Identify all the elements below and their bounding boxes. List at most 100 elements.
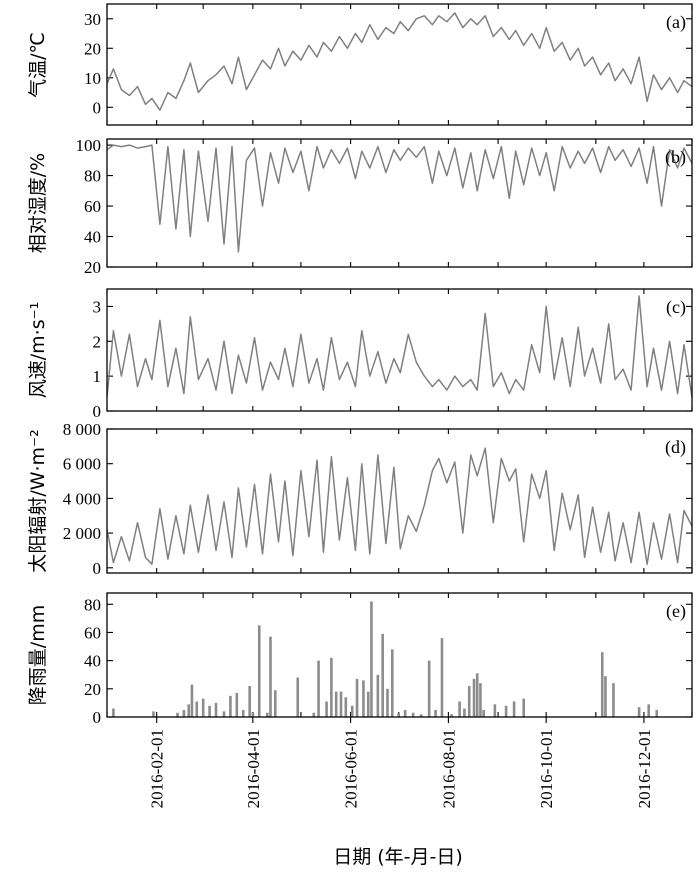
rain-bar bbox=[201, 698, 205, 717]
plot-frame-d bbox=[106, 428, 693, 574]
rain-bar bbox=[190, 684, 194, 717]
rain-bar bbox=[152, 711, 155, 717]
rain-bar bbox=[362, 680, 365, 717]
rain-bar bbox=[376, 674, 380, 717]
plot-frame-a bbox=[106, 3, 693, 126]
rain-bar bbox=[386, 688, 389, 717]
y-axis-title-e: 降雨量/mm bbox=[27, 605, 49, 705]
rain-bar bbox=[522, 698, 526, 717]
rain-bar bbox=[440, 638, 444, 717]
y-axis-title-b: 相对湿度/% bbox=[27, 153, 49, 253]
y-tick-label-e: 20 bbox=[84, 680, 101, 699]
panel-label-b: (b) bbox=[665, 147, 686, 168]
panel-label-e: (e) bbox=[666, 601, 686, 622]
rain-bar bbox=[604, 676, 607, 717]
rain-bar bbox=[475, 673, 479, 717]
rain-bar bbox=[403, 709, 407, 717]
rain-bar bbox=[482, 709, 485, 717]
x-axis-title: 日期 (年-月-日) bbox=[333, 846, 463, 868]
y-tick-label-a: 30 bbox=[84, 10, 101, 29]
rain-bar bbox=[370, 601, 373, 717]
x-tick-label: 2016-06-01 bbox=[342, 729, 361, 808]
y-tick-label-d: 4 000 bbox=[63, 489, 101, 508]
rain-bar bbox=[330, 657, 333, 717]
rain-bar bbox=[195, 701, 199, 717]
y-tick-label-a: 10 bbox=[84, 69, 101, 88]
y-axis-title-d: 太阳辐射/W·m⁻² bbox=[27, 429, 49, 572]
rain-bar bbox=[112, 708, 115, 717]
y-tick-label-d: 8 000 bbox=[63, 420, 101, 439]
shared-x-axis: 2016-02-01 2016-04-01 2016-06-01 2016-08-01… bbox=[148, 717, 654, 808]
panel-d: 0 2 000 4 000 6 000 8 000 (d) 太阳辐射/W·m⁻² bbox=[27, 420, 693, 578]
plot-frame-e bbox=[106, 592, 693, 718]
rain-bar bbox=[434, 709, 437, 717]
rain-bar bbox=[366, 691, 370, 717]
rain-bar bbox=[344, 697, 348, 717]
panel-label-a: (a) bbox=[666, 12, 686, 33]
panel-label-d: (d) bbox=[665, 437, 686, 458]
rain-bar bbox=[647, 704, 651, 717]
rain-bar bbox=[419, 714, 423, 717]
rain-bar bbox=[235, 693, 239, 717]
rain-bar bbox=[450, 714, 453, 717]
rain-bar bbox=[350, 705, 354, 717]
y-tick-label-e: 60 bbox=[84, 623, 101, 642]
rain-bar bbox=[222, 711, 226, 717]
rain-bar bbox=[339, 691, 343, 717]
series-line-c bbox=[106, 295, 693, 398]
y-tick-label-a: 0 bbox=[93, 98, 102, 117]
rain-bar bbox=[390, 649, 394, 717]
y-tick-label-b: 60 bbox=[84, 197, 101, 216]
rain-bar bbox=[637, 707, 641, 717]
rain-bar bbox=[176, 712, 179, 717]
y-tick-label-e: 40 bbox=[84, 652, 101, 671]
rain-bar bbox=[458, 701, 461, 717]
rain-bar bbox=[397, 712, 400, 717]
y-tick-label-d: 2 000 bbox=[63, 524, 101, 543]
y-axis-title-c: 风速/m·s⁻¹ bbox=[27, 302, 49, 399]
y-tick-label-b: 100 bbox=[76, 136, 102, 155]
rain-bar bbox=[427, 660, 431, 717]
rain-bar bbox=[312, 712, 316, 717]
rain-bar bbox=[463, 708, 466, 717]
rain-bar bbox=[512, 701, 516, 717]
rain-bar bbox=[182, 709, 186, 717]
plot-frame-b bbox=[106, 138, 693, 268]
y-tick-label-c: 3 bbox=[93, 297, 102, 316]
plot-frame-c bbox=[106, 288, 693, 412]
y-tick-label-c: 0 bbox=[93, 402, 102, 421]
panel-a: 0 10 20 30 (a) 气温/℃ bbox=[27, 3, 693, 126]
panel-c: 0 1 2 3 (c) 风速/m·s⁻¹ bbox=[27, 288, 693, 421]
rain-bar bbox=[479, 683, 482, 717]
y-tick-label-b: 80 bbox=[84, 167, 101, 186]
x-tick-label: 2016-08-01 bbox=[439, 729, 458, 808]
panel-label-c: (c) bbox=[666, 297, 686, 318]
rain-bar bbox=[248, 686, 251, 717]
rain-bar bbox=[187, 704, 191, 717]
rain-bar bbox=[273, 690, 277, 717]
rain-bar bbox=[472, 678, 476, 717]
rain-bar bbox=[655, 709, 659, 717]
rain-bar bbox=[325, 701, 328, 717]
series-line-a bbox=[106, 12, 693, 111]
rain-bar bbox=[411, 712, 415, 717]
series-line-b bbox=[106, 144, 693, 253]
rain-bar bbox=[600, 652, 604, 717]
x-tick-label: 2016-12-01 bbox=[635, 729, 654, 808]
rain-bar bbox=[493, 704, 497, 717]
y-tick-label-b: 40 bbox=[84, 228, 101, 247]
y-tick-label-d: 6 000 bbox=[63, 455, 101, 474]
y-tick-label-a: 20 bbox=[84, 39, 101, 58]
y-tick-label-d: 0 bbox=[93, 559, 102, 578]
rain-bar bbox=[269, 636, 272, 717]
rain-bar bbox=[251, 712, 255, 717]
rain-bar bbox=[334, 691, 338, 717]
rain-bar bbox=[296, 677, 300, 717]
y-tick-label-c: 1 bbox=[93, 367, 102, 386]
y-axis-title-a: 气温/℃ bbox=[27, 32, 49, 98]
x-tick-label: 2016-02-01 bbox=[148, 729, 167, 808]
rain-bar bbox=[317, 660, 320, 717]
rain-bar bbox=[241, 709, 245, 717]
rain-bar bbox=[229, 695, 232, 717]
